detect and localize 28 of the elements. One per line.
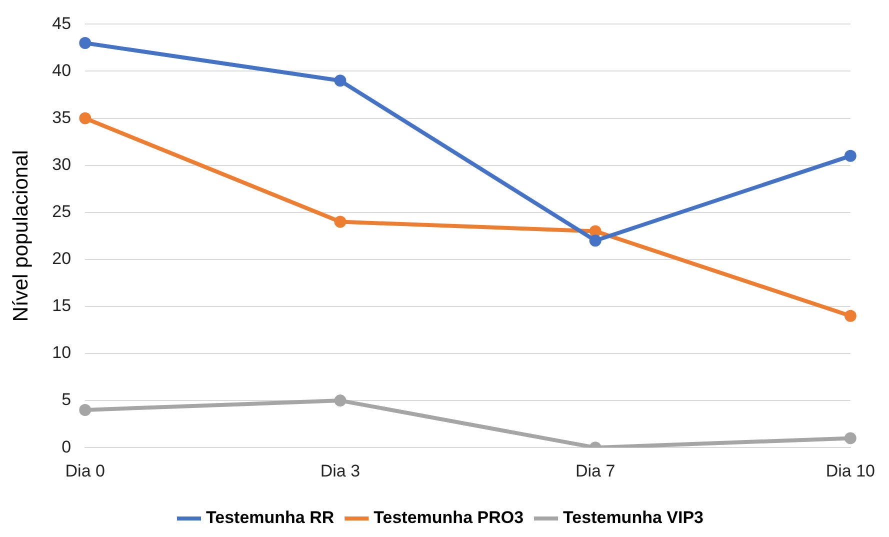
- x-tick-label: Dia 3: [320, 461, 360, 480]
- x-tick-label: Dia 10: [826, 461, 875, 480]
- y-tick-label: 25: [52, 202, 72, 222]
- y-axis-title: Nível populacional: [9, 150, 32, 322]
- legend-label: Testemunha VIP3: [563, 508, 704, 528]
- x-tick-label: Dia 0: [65, 461, 105, 480]
- x-tick-label: Dia 7: [575, 461, 616, 480]
- point: [79, 112, 92, 124]
- y-tick-label: 45: [52, 14, 72, 33]
- y-tick-label: 5: [62, 390, 72, 410]
- point: [844, 432, 856, 444]
- y-tick-label: 35: [52, 108, 72, 127]
- point: [79, 404, 92, 416]
- point: [334, 74, 346, 87]
- point: [334, 394, 346, 407]
- legend-label: Testemunha RR: [206, 508, 334, 528]
- y-tick-label: 20: [52, 249, 72, 268]
- point: [844, 310, 856, 322]
- y-tick-label: 40: [52, 60, 72, 80]
- y-tick-label: 0: [62, 437, 72, 456]
- point: [79, 37, 92, 50]
- y-tick-label: 30: [52, 155, 72, 174]
- point: [844, 150, 856, 162]
- point: [334, 216, 346, 228]
- y-tick-label: 10: [52, 343, 72, 362]
- point: [589, 234, 602, 247]
- y-tick-label: 15: [52, 296, 72, 316]
- legend-label: Testemunha PRO3: [374, 508, 524, 528]
